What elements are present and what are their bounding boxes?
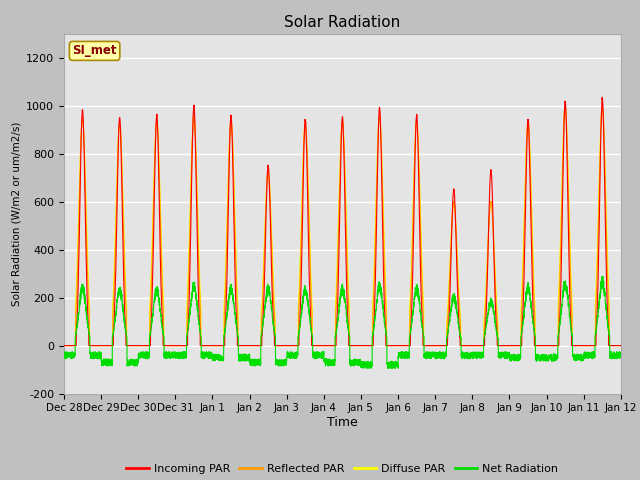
Text: SI_met: SI_met <box>72 44 117 58</box>
Y-axis label: Solar Radiation (W/m2 or um/m2/s): Solar Radiation (W/m2 or um/m2/s) <box>12 121 22 306</box>
Title: Solar Radiation: Solar Radiation <box>284 15 401 30</box>
X-axis label: Time: Time <box>327 416 358 429</box>
Legend: Incoming PAR, Reflected PAR, Diffuse PAR, Net Radiation: Incoming PAR, Reflected PAR, Diffuse PAR… <box>122 459 563 478</box>
